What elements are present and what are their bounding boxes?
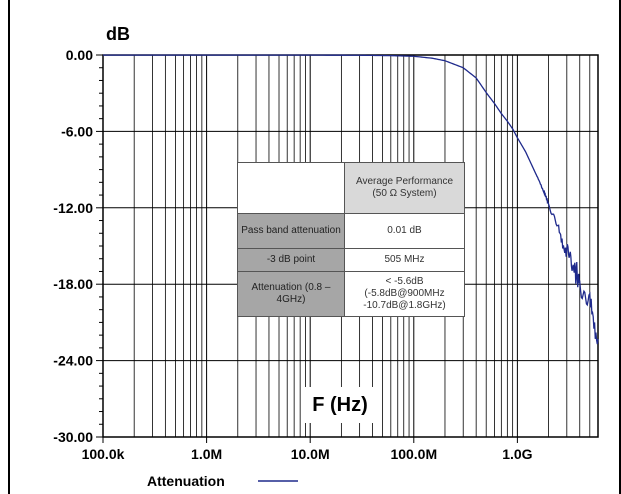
y-tick-label: -30.00 <box>53 429 93 445</box>
table-row: Attenuation (0.8 – 4GHz) < -5.6dB (-5.8d… <box>237 271 465 317</box>
performance-table: Average Performance (50 Ω System) Pass b… <box>237 162 465 317</box>
x-tick-label: 1.0G <box>502 446 532 462</box>
legend-label: Attenuation <box>147 473 225 489</box>
table-label-cell: -3 dB point <box>237 248 345 272</box>
series-layer <box>103 54 599 345</box>
y-tick-label: 0.00 <box>66 47 93 63</box>
y-tick-label: -6.00 <box>61 123 93 139</box>
series-line-attenuation <box>103 54 599 345</box>
y-unit-label: dB <box>106 24 130 44</box>
table-corner-cell <box>237 162 345 214</box>
table-value-cell: 0.01 dB <box>344 213 465 249</box>
y-tick-label: -24.00 <box>53 353 93 369</box>
table-value-cell: 505 MHz <box>344 248 465 272</box>
table-label-cell: Pass band attenuation <box>237 213 345 249</box>
x-tick-label: 10.0M <box>291 446 330 462</box>
table-row: Pass band attenuation 0.01 dB <box>237 213 465 249</box>
x-tick-label: 100.0k <box>82 446 125 462</box>
x-tick-label: 100.0M <box>390 446 437 462</box>
figure-frame <box>8 0 621 494</box>
x-tick-labels: 100.0k 1.0M 10.0M 100.0M 1.0G <box>82 446 533 462</box>
x-tick-label: 1.0M <box>191 446 222 462</box>
x-axis-label: F (Hz) <box>301 387 379 423</box>
table-row: Average Performance (50 Ω System) <box>237 162 465 214</box>
y-tick-label: -18.00 <box>53 276 93 292</box>
y-tick-labels: 0.00 -6.00 -12.00 -18.00 -24.00 -30.00 <box>53 47 93 445</box>
table-label-cell: Attenuation (0.8 – 4GHz) <box>237 271 345 317</box>
y-tick-label: -12.00 <box>53 200 93 216</box>
table-header-cell: Average Performance (50 Ω System) <box>344 162 465 214</box>
table-value-cell: < -5.6dB (-5.8dB@900MHz -10.7dB@1.8GHz) <box>344 271 465 317</box>
table-row: -3 dB point 505 MHz <box>237 248 465 272</box>
